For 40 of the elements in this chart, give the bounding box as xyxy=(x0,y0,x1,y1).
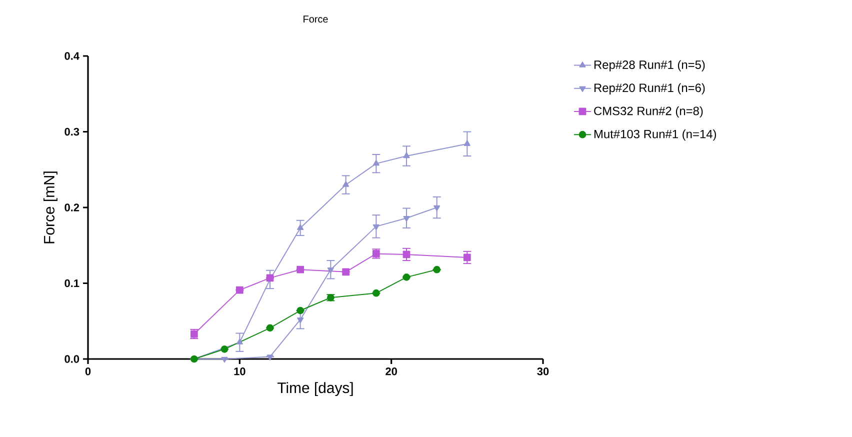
y-axis-title: Force [mN] xyxy=(43,172,58,244)
point xyxy=(402,250,410,258)
point xyxy=(372,224,380,230)
legend-label: Rep#20 Run#1 (n=6) xyxy=(594,83,705,94)
legend-label: CMS32 Run#2 (n=8) xyxy=(594,106,703,118)
point xyxy=(266,354,274,360)
point xyxy=(236,286,244,294)
legend-label: Mut#103 Run#1 (n=14) xyxy=(594,130,716,141)
point xyxy=(297,318,304,324)
y-tick-label: 0.3 xyxy=(64,128,80,136)
x-tick-label: 30 xyxy=(537,368,549,376)
point xyxy=(236,338,243,344)
point xyxy=(220,345,228,353)
point xyxy=(342,268,350,276)
point xyxy=(296,266,304,274)
point xyxy=(433,266,441,274)
y-tick-label: 0.1 xyxy=(64,279,80,288)
x-tick-label: 0 xyxy=(85,368,91,376)
point xyxy=(372,160,380,166)
x-axis-title: Time [days] xyxy=(277,382,353,396)
point xyxy=(402,274,410,281)
x-tick-label: 20 xyxy=(386,368,397,376)
x-tick-label: 10 xyxy=(234,368,246,376)
point xyxy=(403,216,410,222)
point xyxy=(266,324,274,332)
point xyxy=(464,140,470,146)
point xyxy=(403,152,410,158)
point xyxy=(297,224,304,230)
point xyxy=(372,289,380,297)
point xyxy=(221,356,228,363)
y-tick-label: 0.4 xyxy=(64,52,80,60)
point xyxy=(327,268,334,274)
point xyxy=(342,181,350,187)
point xyxy=(463,254,471,262)
point xyxy=(434,205,440,212)
chart-title: Force xyxy=(304,16,328,23)
point xyxy=(296,306,304,314)
legend-label: Rep#28 Run#1 (n=5) xyxy=(594,60,705,72)
y-tick-label: 0.2 xyxy=(64,204,80,212)
y-tick-label: 0.0 xyxy=(64,355,80,363)
